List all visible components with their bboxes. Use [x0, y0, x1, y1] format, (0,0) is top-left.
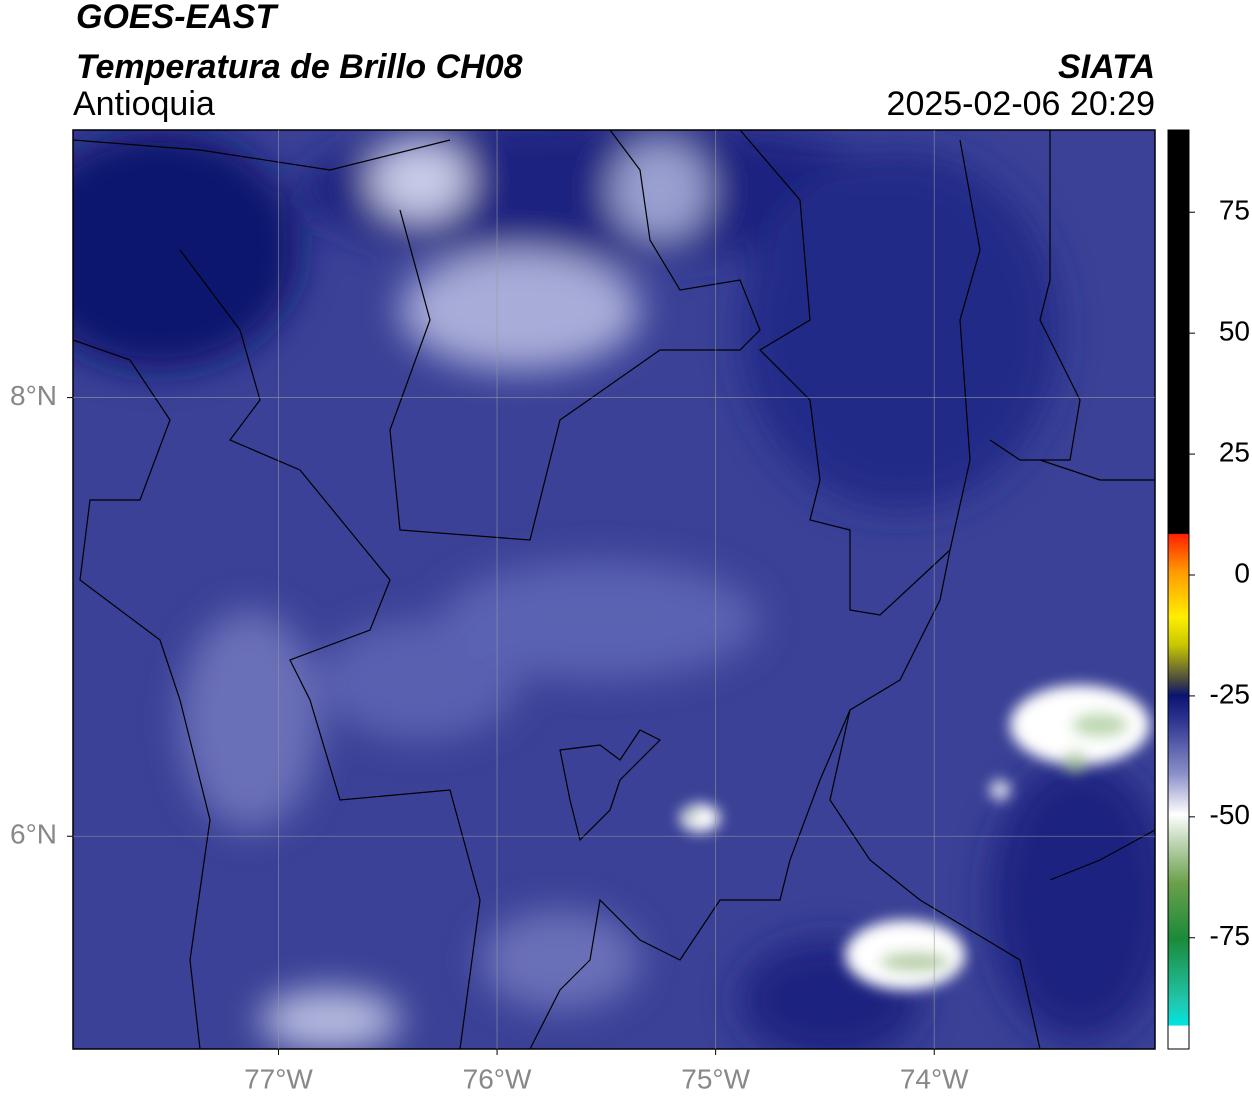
x-tick-label: 77°W — [244, 1063, 313, 1094]
colorbar-tick-label: 0 — [1234, 557, 1250, 588]
colorbar-tick-label: -75 — [1210, 920, 1250, 951]
x-tick-label: 74°W — [900, 1063, 969, 1094]
colorbar-tick-label: 50 — [1219, 316, 1250, 347]
colorbar-tick-label: -25 — [1210, 678, 1250, 709]
subtitle: Temperatura de Brillo CH08 — [76, 48, 523, 86]
datetime: 2025-02-06 20:29 — [887, 85, 1155, 123]
region: Antioquia — [73, 85, 215, 123]
map-frame — [72, 129, 1156, 1050]
x-tick-label: 76°W — [463, 1063, 532, 1094]
source: SIATA — [1058, 48, 1155, 86]
y-tick-label: 6°N — [10, 819, 57, 850]
colorbar-tick-label: 25 — [1219, 436, 1250, 467]
colorbar-tick-label: -50 — [1210, 799, 1250, 830]
map-image — [73, 130, 1155, 1049]
colorbar — [1167, 129, 1190, 1050]
title: GOES-EAST — [76, 0, 279, 36]
colorbar-tick-label: 75 — [1219, 195, 1250, 226]
x-tick-label: 75°W — [681, 1063, 750, 1094]
y-tick-label: 8°N — [10, 380, 57, 411]
